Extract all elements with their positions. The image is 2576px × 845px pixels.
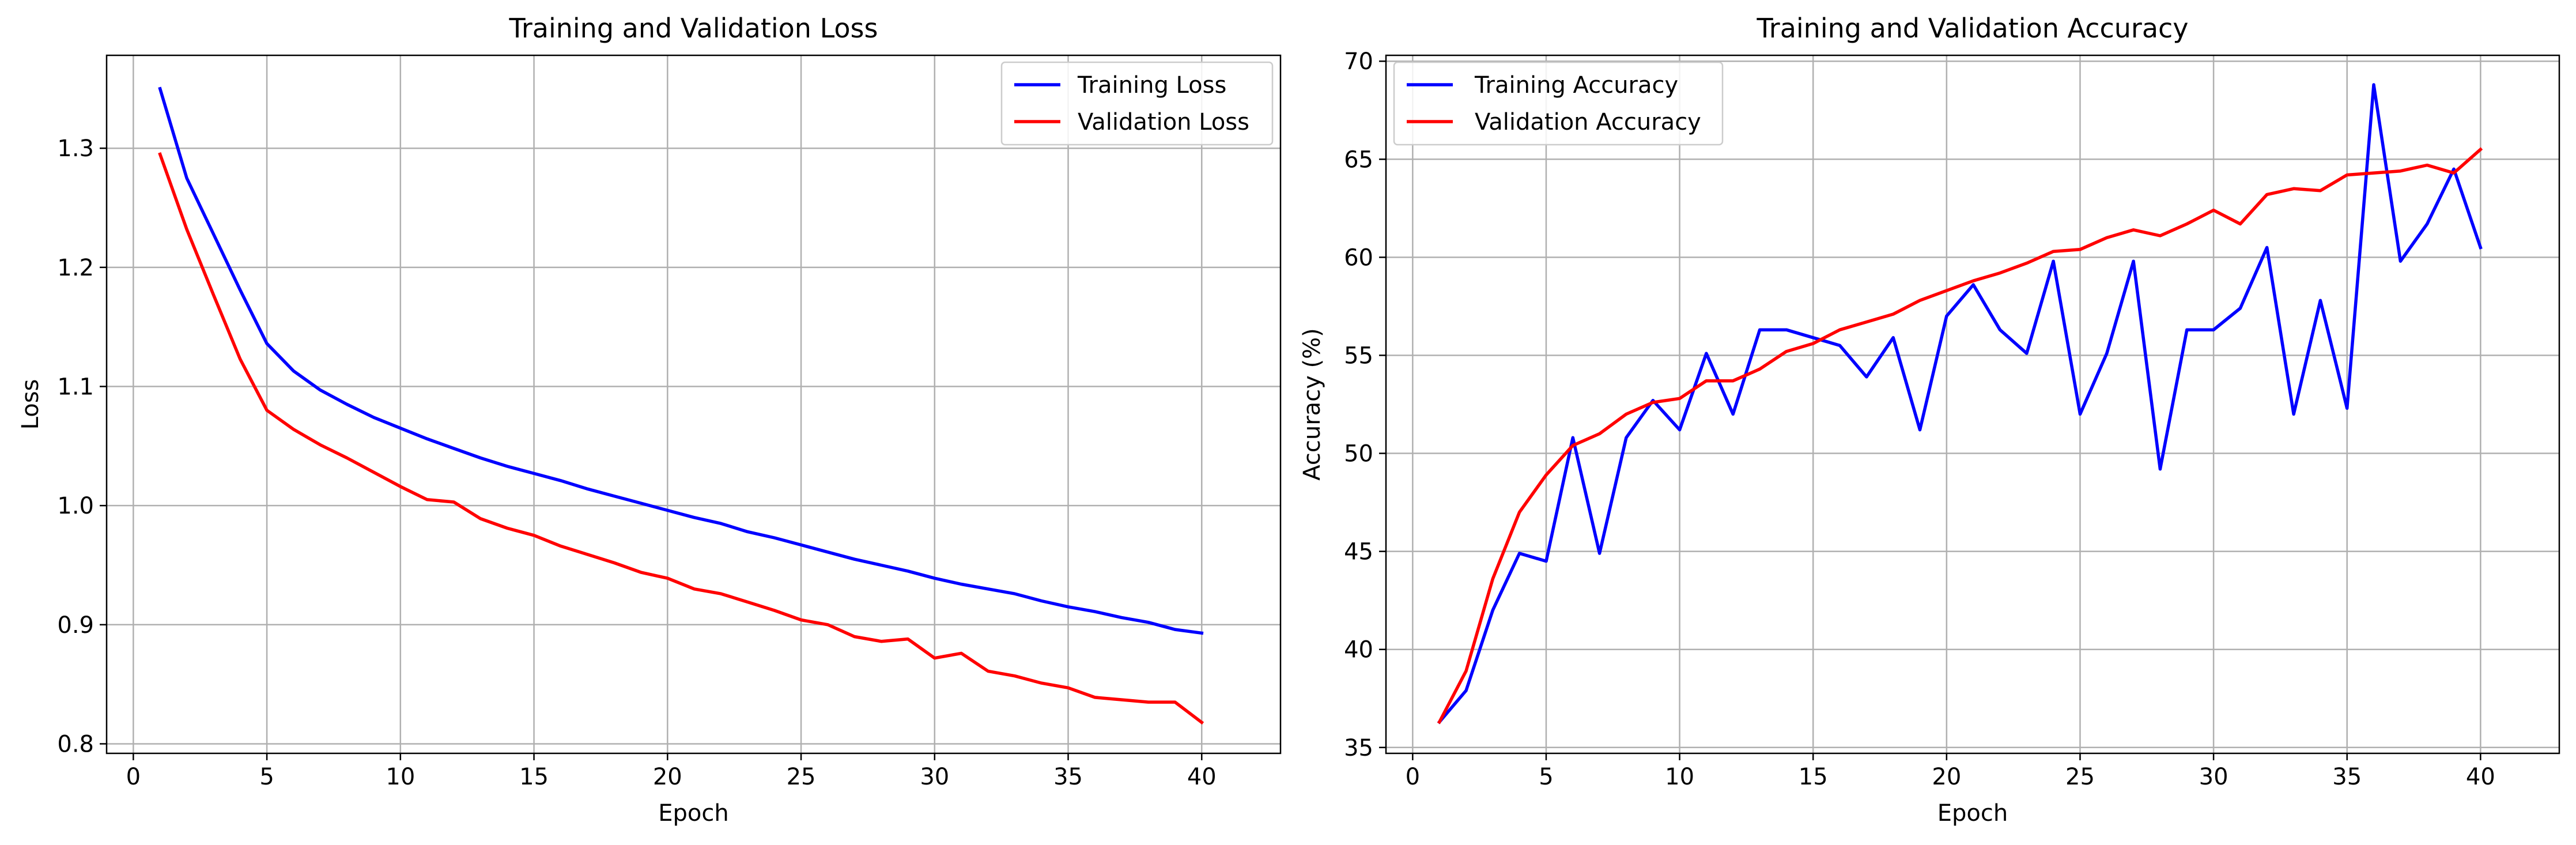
accuracy-y-axis-label: Accuracy (%) [1299, 328, 1325, 481]
accuracy-x-tick-label: 30 [2199, 764, 2228, 790]
accuracy-x-tick-label: 10 [1665, 764, 1694, 790]
accuracy-y-tick-label: 50 [1344, 441, 1373, 467]
accuracy-legend-label-validation: Validation Accuracy [1475, 109, 1701, 135]
accuracy-x-tick-label: 5 [1539, 764, 1553, 790]
loss-legend-box [1000, 61, 1274, 146]
loss-x-tick-label: 15 [519, 764, 549, 790]
loss-x-tick-label: 0 [126, 764, 141, 790]
loss-series-line-validation [158, 152, 1204, 725]
loss-ticks: 0 5 10 15 20 25 30 35 40 0.8 0.9 1.0 1.1 1.2 1.3 [57, 135, 1216, 790]
accuracy-y-tick-label: 55 [1344, 342, 1373, 369]
loss-x-tick-label: 30 [920, 764, 949, 790]
loss-y-tick-label: 0.8 [57, 731, 94, 757]
accuracy-y-tick-label: 40 [1344, 637, 1373, 663]
loss-x-tick-label: 40 [1187, 764, 1217, 790]
loss-y-tick-label: 1.1 [57, 374, 94, 401]
loss-series-line-training [158, 86, 1204, 635]
accuracy-x-tick-label: 20 [1932, 764, 1961, 790]
loss-x-tick-label: 20 [653, 764, 682, 790]
accuracy-x-axis-label: Epoch [1937, 800, 2008, 827]
loss-x-tick-label: 10 [386, 764, 415, 790]
accuracy-x-tick-label: 0 [1406, 764, 1420, 790]
loss-legend-label-validation: Validation Loss [1078, 109, 1249, 135]
loss-y-tick-label: 0.9 [57, 612, 94, 639]
loss-chart: 0 5 10 15 20 25 30 35 40 0.8 0.9 1.0 1.1 1.2 1.3 Train… [17, 13, 1282, 827]
accuracy-series-line-validation [1437, 147, 2483, 725]
accuracy-legend: Training Accuracy Validation Accuracy [1393, 61, 1724, 146]
accuracy-chart-title: Training and Validation Accuracy [1756, 13, 2188, 44]
accuracy-y-tick-label: 65 [1344, 146, 1373, 173]
accuracy-series-line-training [1437, 83, 2483, 725]
accuracy-x-tick-label: 25 [2065, 764, 2095, 790]
accuracy-legend-label-training: Training Accuracy [1474, 72, 1678, 99]
loss-x-tick-label: 25 [787, 764, 816, 790]
loss-x-axis-label: Epoch [658, 800, 728, 827]
loss-chart-title: Training and Validation Loss [509, 13, 878, 44]
accuracy-series [1437, 83, 2483, 725]
loss-legend-label-training: Training Loss [1077, 72, 1226, 99]
loss-y-tick-label: 1.2 [57, 255, 94, 281]
loss-plot-frame [105, 54, 1282, 755]
loss-x-tick-label: 5 [259, 764, 274, 790]
loss-y-axis-label: Loss [17, 379, 44, 430]
accuracy-y-tick-label: 45 [1344, 539, 1373, 565]
accuracy-legend-box [1393, 61, 1724, 146]
loss-grid [107, 55, 1281, 753]
loss-legend: Training Loss Validation Loss [1000, 61, 1274, 146]
accuracy-grid [1386, 55, 2559, 753]
accuracy-y-tick-label: 35 [1344, 735, 1373, 761]
loss-x-tick-label: 35 [1053, 764, 1083, 790]
accuracy-chart: 0 5 10 15 20 25 30 35 40 35 40 45 50 55 60 65 70 Trainin… [1299, 13, 2560, 827]
loss-y-tick-label: 1.3 [57, 135, 94, 162]
accuracy-ticks: 0 5 10 15 20 25 30 35 40 35 40 45 50 55 60 65 70 [1344, 48, 2495, 790]
accuracy-plot-frame [1385, 54, 2560, 755]
loss-y-tick-label: 1.0 [57, 493, 94, 519]
accuracy-x-tick-label: 35 [2332, 764, 2362, 790]
accuracy-y-tick-label: 60 [1344, 244, 1373, 271]
accuracy-x-tick-label: 40 [2466, 764, 2495, 790]
accuracy-y-tick-label: 70 [1344, 48, 1373, 75]
loss-series [158, 86, 1204, 725]
accuracy-x-tick-label: 15 [1799, 764, 1828, 790]
